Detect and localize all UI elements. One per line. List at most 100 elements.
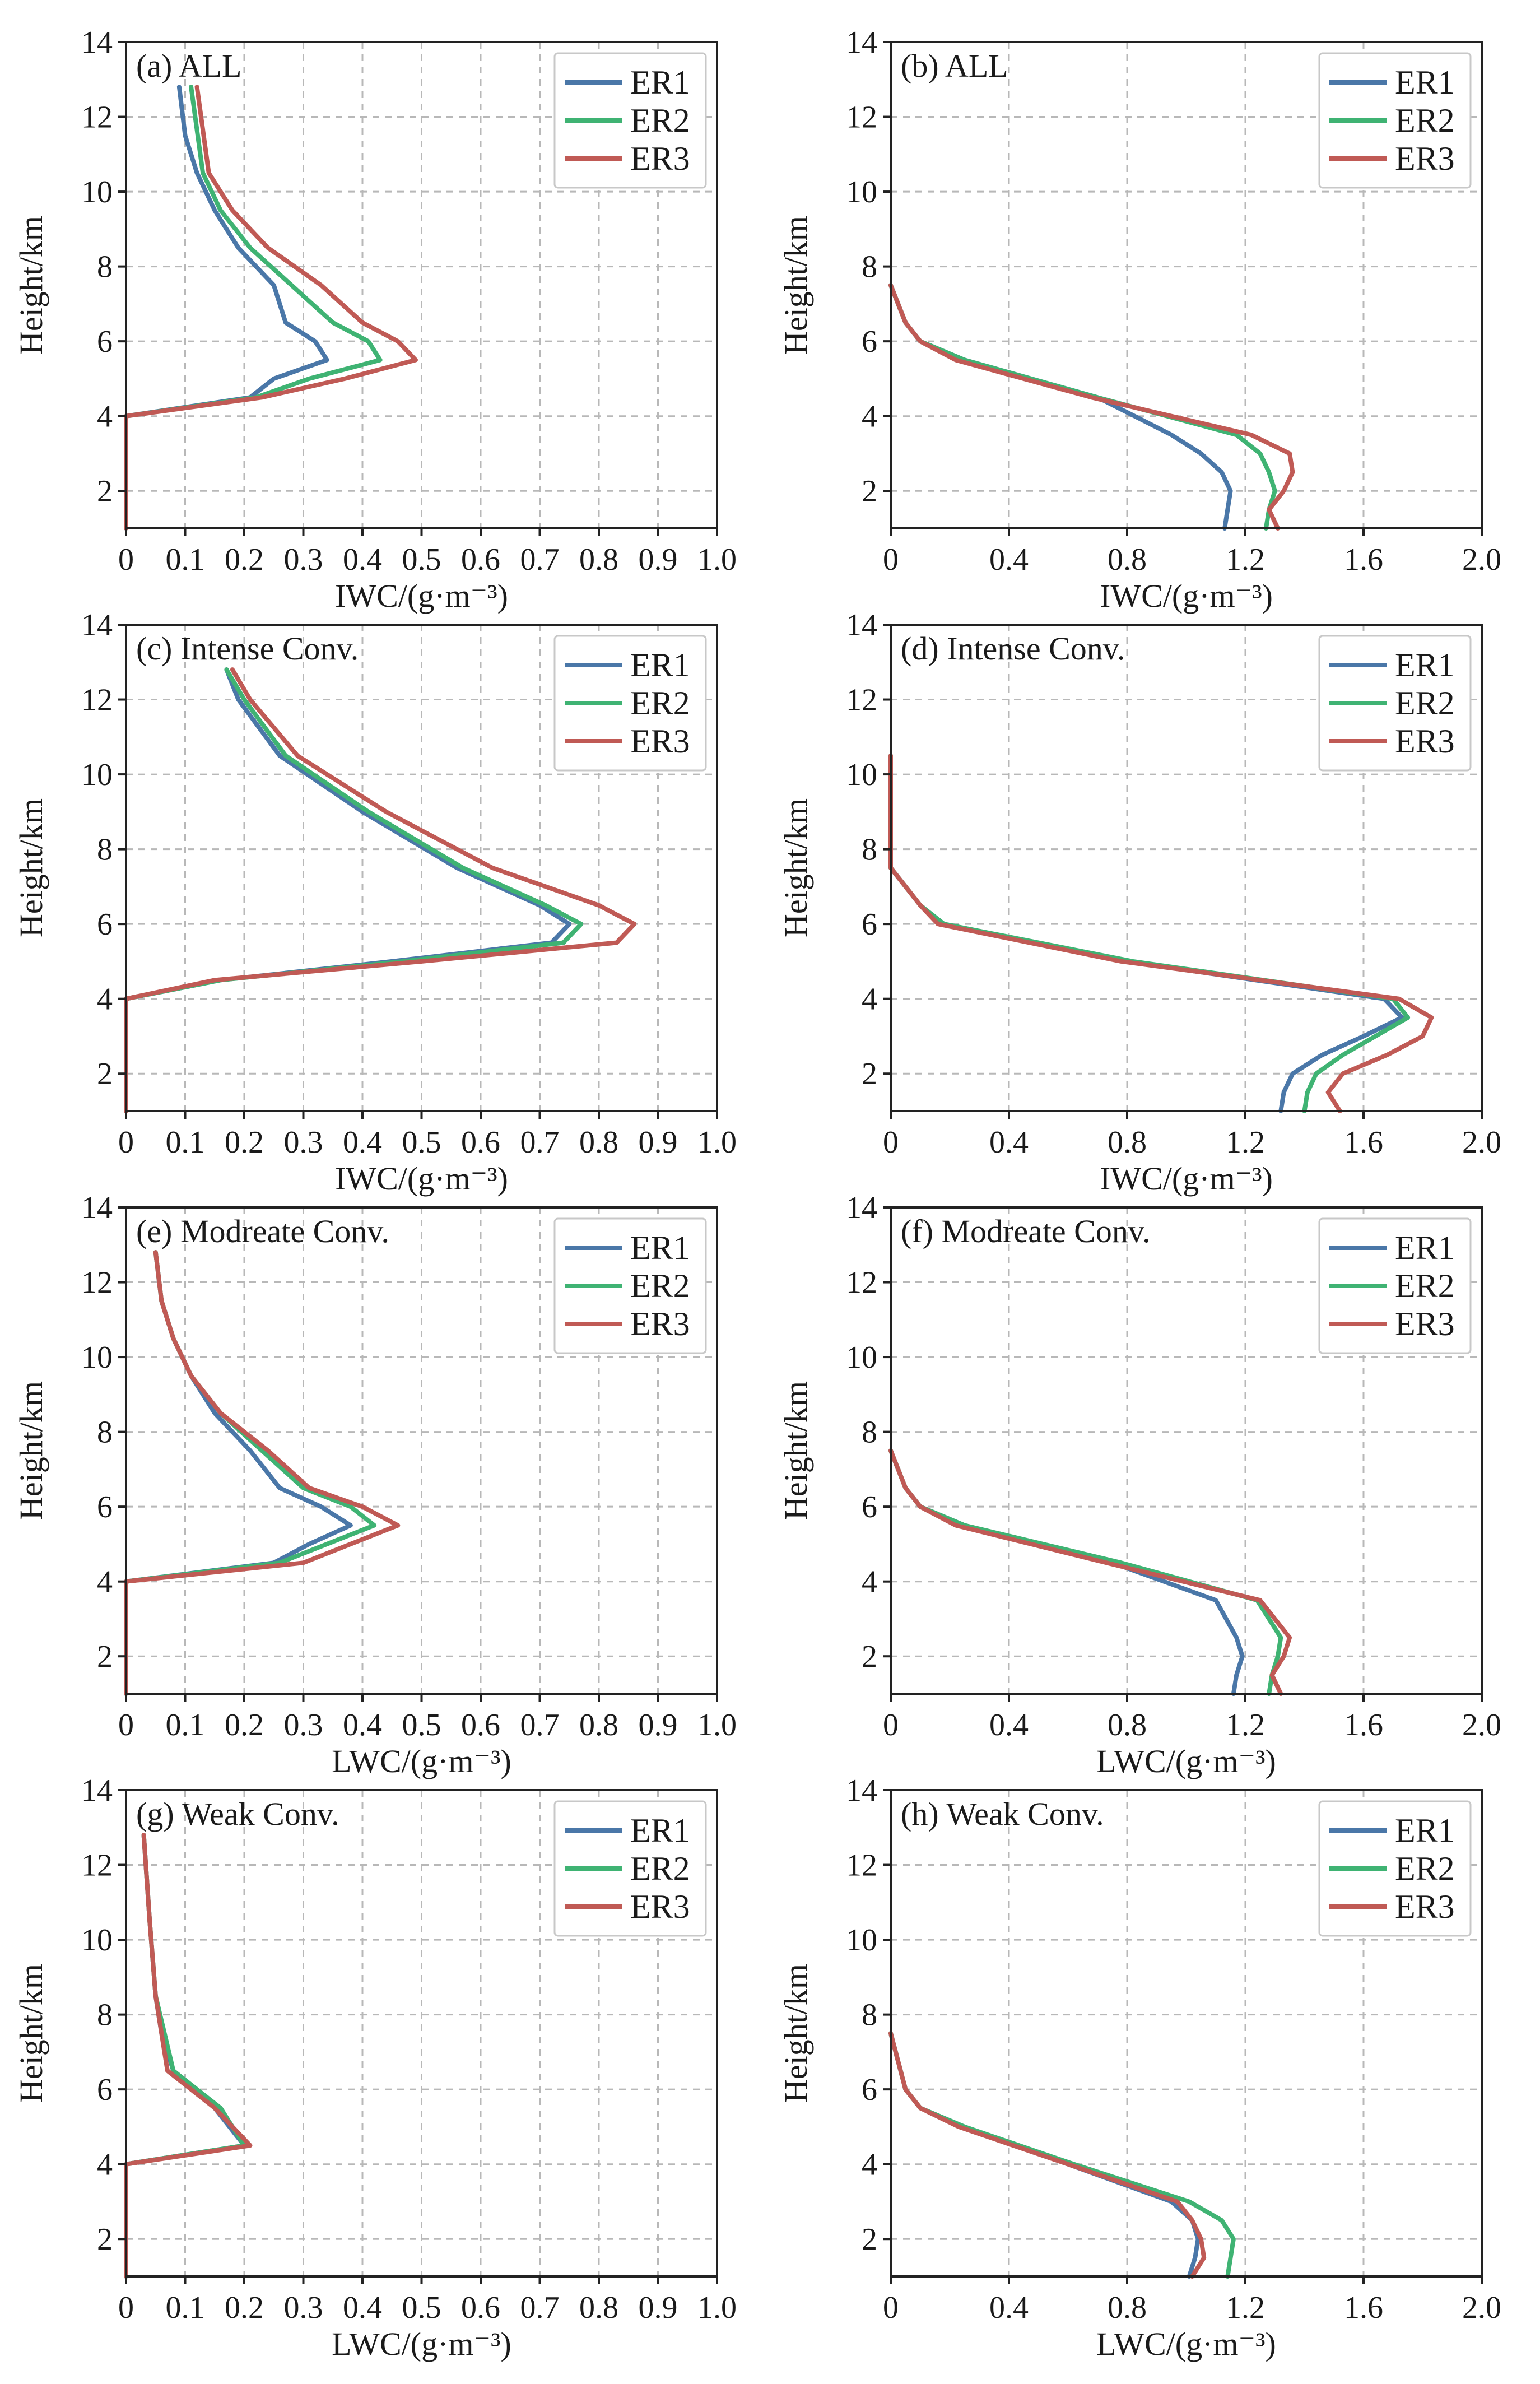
- legend-label-er2: ER2: [630, 1850, 690, 1887]
- y-tick-label: 14: [846, 1773, 877, 1808]
- x-axis-label: IWC/(g·m⁻³): [335, 1160, 508, 1197]
- x-tick-label: 0.8: [1108, 542, 1147, 577]
- legend-box: [1318, 1217, 1472, 1354]
- y-tick-label: 4: [862, 982, 877, 1017]
- legend-label-er1: ER1: [630, 1812, 690, 1849]
- legend-label-er2: ER2: [1395, 102, 1455, 139]
- x-tick-label: 0.4: [989, 1125, 1029, 1160]
- x-tick-label: 0.7: [520, 1125, 560, 1160]
- y-axis-label: Height/km: [778, 1381, 814, 1520]
- y-tick-label: 6: [862, 1490, 877, 1525]
- x-tick-label: 0.8: [579, 2290, 618, 2325]
- x-tick-label: 0.2: [225, 542, 264, 577]
- series-line-er3: [124, 85, 418, 531]
- x-tick-label: 0.6: [461, 1125, 500, 1160]
- x-tick-label: 0.4: [989, 1708, 1029, 1742]
- y-tick-label: 10: [846, 1340, 877, 1375]
- y-tick-label: 6: [862, 907, 877, 942]
- x-tick-label: 0.8: [579, 542, 618, 577]
- x-tick-label: 0: [118, 1708, 134, 1742]
- x-tick-label: 1.6: [1344, 2290, 1383, 2325]
- x-tick-label: 0.7: [520, 1708, 560, 1742]
- y-tick-label: 2: [97, 1639, 113, 1674]
- legend-label-er1: ER1: [630, 647, 690, 684]
- y-tick-label: 2: [97, 1057, 113, 1091]
- y-tick-label: 14: [81, 25, 113, 60]
- panel-title: (d) Intense Conv.: [901, 630, 1125, 667]
- x-tick-label: 1.0: [697, 2290, 737, 2325]
- x-tick-label: 0.3: [284, 2290, 323, 2325]
- y-tick-label: 10: [81, 1923, 113, 1958]
- y-tick-label: 10: [81, 175, 113, 210]
- x-tick-label: 0.8: [579, 1708, 618, 1742]
- series-line-er1: [124, 667, 572, 1113]
- y-tick-label: 8: [97, 250, 113, 285]
- series-line-er3: [124, 1833, 253, 2279]
- y-axis-label: Height/km: [778, 798, 814, 937]
- panel-a: 0 0.1 0.2 0.3 0.4 0.5 0.6 0.7 0.8 0.9 1.0 2 4 6 8 10 12 1…: [13, 25, 737, 614]
- x-tick-label: 0: [118, 1125, 134, 1160]
- y-tick-label: 14: [81, 1773, 113, 1808]
- y-tick-label: 10: [81, 1340, 113, 1375]
- x-axis-label: LWC/(g·m⁻³): [332, 2326, 511, 2362]
- x-tick-label: 0.9: [639, 542, 678, 577]
- x-tick-label: 0.4: [343, 542, 382, 577]
- legend-label-er1: ER1: [1395, 1229, 1455, 1266]
- legend-box: [553, 52, 707, 189]
- y-tick-label: 14: [846, 25, 877, 60]
- panel-title: (g) Weak Conv.: [136, 1796, 339, 1832]
- axis-frame: [890, 1206, 1483, 1695]
- panel-g: 0 0.1 0.2 0.3 0.4 0.5 0.6 0.7 0.8 0.9 1.0 2 4 6 8 10 12 1…: [13, 1773, 737, 2362]
- x-tick-label: 0.5: [402, 1125, 441, 1160]
- x-tick-label: 0: [883, 2290, 899, 2325]
- x-tick-label: 0.1: [166, 2290, 205, 2325]
- x-tick-label: 0.6: [461, 542, 500, 577]
- x-tick-label: 0: [118, 2290, 134, 2325]
- panel-e: 0 0.1 0.2 0.3 0.4 0.5 0.6 0.7 0.8 0.9 1.0 2 4 6 8 10 12 1…: [13, 1191, 737, 1779]
- series-line-er3: [888, 1448, 1292, 1696]
- series-line-er2: [124, 667, 584, 1113]
- series-line-er1: [124, 85, 329, 531]
- legend-label-er3: ER3: [630, 1305, 690, 1342]
- legend-label-er1: ER1: [1395, 1812, 1455, 1849]
- x-axis-label: LWC/(g·m⁻³): [1096, 1743, 1276, 1779]
- legend-box: [553, 1217, 707, 1354]
- y-tick-label: 4: [97, 1565, 113, 1600]
- x-tick-label: 1.2: [1226, 1125, 1265, 1160]
- x-tick-label: 0.9: [639, 1125, 678, 1160]
- x-axis-label: IWC/(g·m⁻³): [1100, 1160, 1273, 1197]
- series-line-er3: [888, 283, 1295, 531]
- y-axis-label: Height/km: [13, 1381, 49, 1520]
- y-tick-label: 6: [862, 324, 877, 359]
- x-tick-label: 0.5: [402, 1708, 441, 1742]
- y-tick-label: 14: [846, 1191, 877, 1225]
- legend-label-er1: ER1: [1395, 64, 1455, 101]
- y-axis-label: Height/km: [13, 1964, 49, 2103]
- x-tick-label: 0.1: [166, 1708, 205, 1742]
- series-line-er2: [124, 1250, 377, 1696]
- y-tick-label: 8: [862, 833, 877, 867]
- y-tick-label: 10: [846, 758, 877, 792]
- y-tick-label: 14: [81, 1191, 113, 1225]
- y-tick-label: 6: [97, 907, 113, 942]
- x-axis-label: IWC/(g·m⁻³): [1100, 578, 1273, 614]
- panel-h: 0 0.4 0.8 1.2 1.6 2.0 2 4 6 8 10 12 14 LWC/(g·m⁻³) Hei…: [778, 1773, 1501, 2362]
- legend-box: [553, 1800, 707, 1937]
- legend-label-er3: ER3: [1395, 1305, 1455, 1342]
- y-tick-label: 8: [97, 1998, 113, 2033]
- series-line-er1: [124, 1250, 353, 1696]
- legend-box: [1318, 1800, 1472, 1937]
- legend-label-er2: ER2: [630, 102, 690, 139]
- legend-box: [553, 635, 707, 772]
- legend-label-er2: ER2: [1395, 685, 1455, 722]
- y-tick-label: 10: [81, 758, 113, 792]
- legend-label-er3: ER3: [630, 723, 690, 760]
- y-tick-label: 2: [97, 474, 113, 509]
- panel-title: (h) Weak Conv.: [901, 1796, 1104, 1832]
- x-axis-label: IWC/(g·m⁻³): [335, 578, 508, 614]
- y-axis-label: Height/km: [778, 1964, 814, 2103]
- x-tick-label: 0.9: [639, 1708, 678, 1742]
- x-tick-label: 0.2: [225, 1708, 264, 1742]
- x-tick-label: 1.6: [1344, 1708, 1383, 1742]
- x-tick-label: 1.2: [1226, 2290, 1265, 2325]
